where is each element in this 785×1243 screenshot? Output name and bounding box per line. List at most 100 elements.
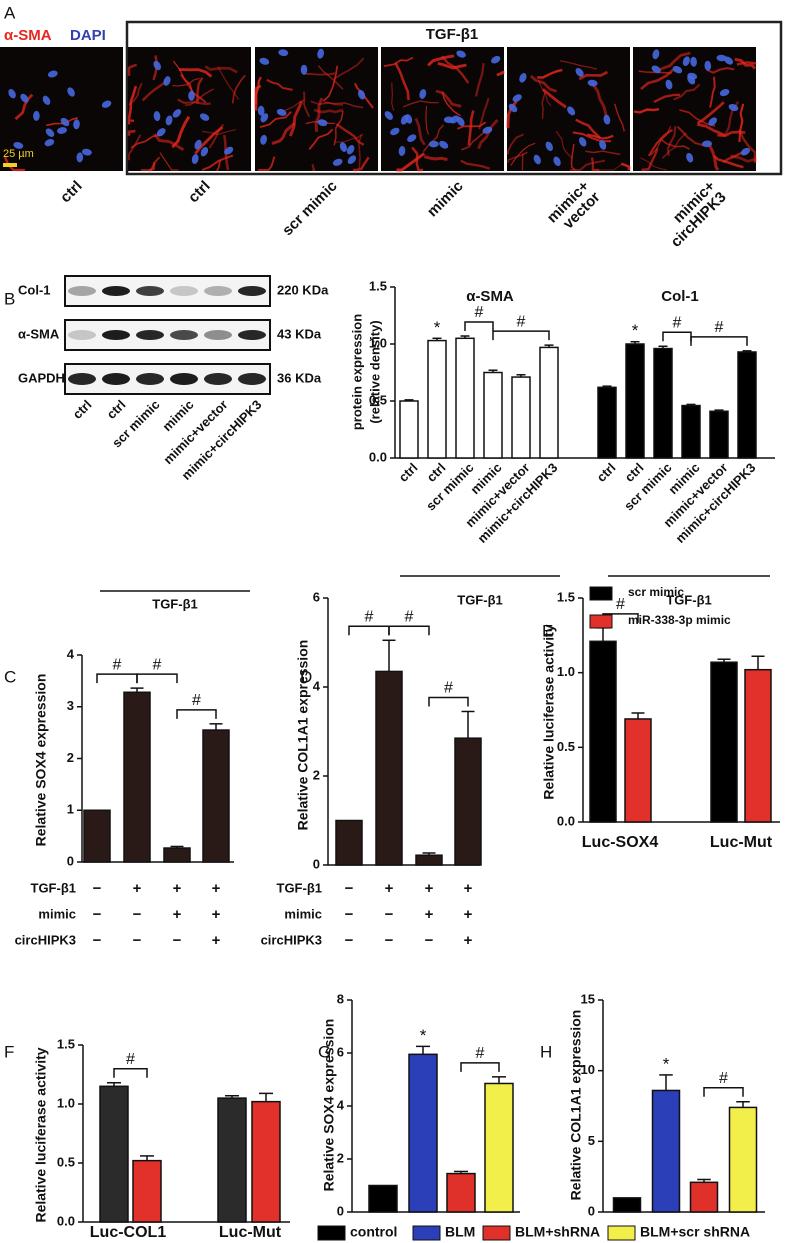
actin-fiber — [141, 79, 168, 102]
nucleus — [199, 113, 210, 121]
nucleus — [188, 90, 195, 101]
blot-band — [170, 286, 198, 296]
actin-fiber — [706, 66, 735, 74]
y-axis-label: Relative COL1A1 expression — [568, 1010, 584, 1201]
nucleus — [33, 110, 40, 121]
actin-fiber — [304, 72, 336, 76]
nucleus — [60, 117, 70, 127]
error-bar — [107, 1082, 121, 1087]
y-tick-label: 0.5 — [557, 739, 575, 754]
actin-fiber — [521, 153, 524, 171]
blot-band — [68, 330, 96, 340]
bar — [454, 737, 482, 866]
actin-fiber — [172, 60, 194, 94]
actin-fiber — [172, 77, 200, 87]
bar — [163, 847, 191, 863]
blot-band — [102, 330, 130, 340]
bar — [511, 376, 531, 459]
y-tick-label: 0.5 — [369, 392, 387, 407]
nucleus — [575, 68, 584, 77]
condition-sign: − — [93, 880, 102, 897]
actin-fiber — [709, 76, 716, 108]
nucleus — [456, 50, 466, 58]
y-tick-label: 3 — [67, 698, 74, 713]
actin-fiber — [427, 54, 455, 67]
blot-strip — [64, 319, 271, 351]
bar — [728, 1106, 758, 1213]
actin-fiber — [128, 82, 143, 106]
actin-fiber — [717, 130, 746, 138]
nucleus — [357, 89, 366, 100]
micrograph-background — [128, 47, 251, 171]
y-tick-label: 0.0 — [57, 1213, 75, 1228]
y-axis-label: Relative luciferase activity — [541, 624, 557, 799]
legend-label: miR-338-3p mimic — [628, 613, 731, 627]
group-label: TGF-β1 — [426, 26, 479, 43]
bar — [455, 337, 475, 459]
y-tick-label: 0.0 — [369, 449, 387, 464]
actin-fiber — [317, 65, 344, 90]
bar — [202, 729, 230, 863]
panel-letter: D — [300, 667, 312, 686]
micrograph — [127, 47, 251, 172]
nucleus — [719, 89, 730, 97]
actin-fiber — [259, 111, 292, 128]
nucleus — [224, 146, 234, 155]
actin-fiber — [478, 97, 490, 130]
condition-sign: + — [425, 880, 434, 897]
condition-sign: + — [464, 906, 473, 923]
series-label: Col-1 — [661, 288, 699, 305]
legend-swatch — [317, 1225, 346, 1241]
nucleus — [456, 116, 465, 127]
blot-band — [238, 286, 266, 296]
actin-fiber — [184, 88, 214, 106]
actin-fiber — [620, 162, 631, 170]
blot-band — [204, 286, 232, 296]
nucleus — [257, 105, 265, 116]
nucleus — [44, 139, 55, 147]
error-bar — [714, 409, 724, 412]
significance-bracket — [176, 709, 217, 719]
actin-fiber — [310, 100, 343, 106]
condition-name: TGF-β1 — [31, 880, 77, 895]
error-bar — [432, 337, 442, 341]
legend-label: BLM+shRNA — [515, 1224, 600, 1240]
y-tick-label: 2 — [313, 767, 320, 782]
error-bar — [140, 1155, 154, 1161]
actin-fiber — [271, 122, 296, 146]
group-label: TGF-β1 — [152, 596, 198, 611]
y-tick-label: 4 — [337, 1097, 345, 1112]
size-label: 43 KDa — [277, 326, 322, 341]
protein-label: GAPDH — [18, 370, 65, 385]
nucleus — [407, 134, 417, 143]
nucleus — [81, 148, 92, 156]
nucleus — [533, 154, 541, 165]
significance-bracket — [690, 336, 748, 346]
actin-fiber — [707, 143, 720, 171]
scale-bar — [3, 163, 17, 167]
size-label: 36 KDa — [277, 370, 322, 385]
nucleus — [400, 115, 409, 125]
condition-sign: − — [385, 906, 394, 923]
y-axis-label: (relative density) — [367, 320, 382, 423]
actin-fiber — [659, 51, 691, 71]
legend-swatch — [482, 1225, 511, 1241]
y-tick-label: 4 — [313, 678, 321, 693]
legend-swatch — [607, 1225, 636, 1241]
actin-fiber — [127, 118, 135, 125]
condition-sign: + — [173, 906, 182, 923]
significance-bracket — [388, 625, 430, 636]
blot-band — [68, 373, 96, 385]
nucleus — [259, 57, 270, 65]
nucleus — [191, 154, 199, 164]
actin-fiber — [585, 150, 621, 156]
actin-fiber — [474, 63, 485, 97]
y-tick-label: 0.0 — [557, 813, 575, 828]
condition-sign: − — [173, 932, 182, 949]
condition-name: TGF-β1 — [277, 880, 323, 895]
y-tick-label: 1.5 — [57, 1036, 75, 1051]
panel-letter: C — [4, 667, 16, 686]
actin-fiber — [575, 118, 601, 139]
actin-fiber — [128, 134, 142, 161]
micrograph-background — [0, 47, 123, 171]
